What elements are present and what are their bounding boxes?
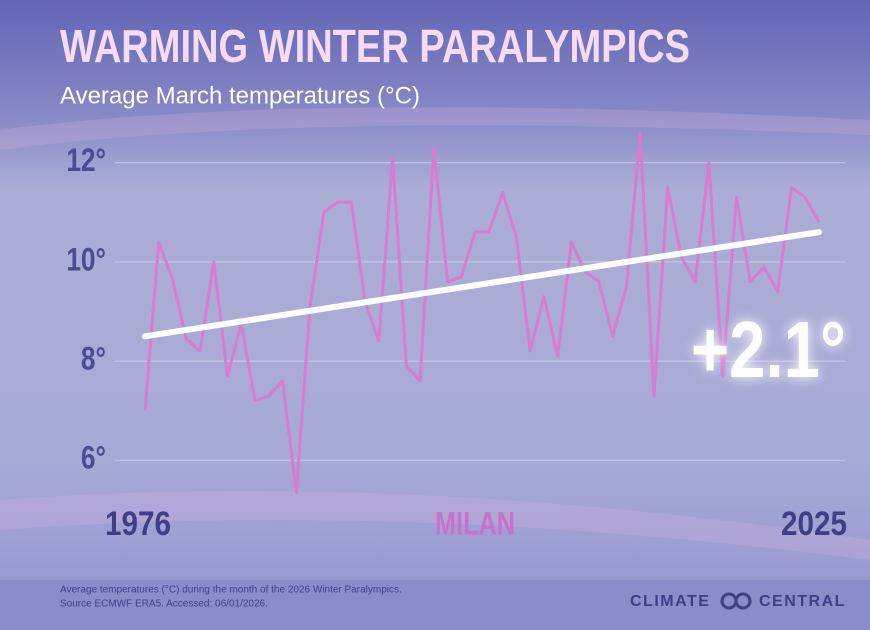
- y-tick-label: 10°: [66, 243, 106, 278]
- footer-note: Average temperatures (°C) during the mon…: [60, 585, 402, 596]
- y-tick-label: 6°: [81, 441, 106, 476]
- x-tick-label: 2025: [781, 505, 847, 543]
- chart-subtitle: Average March temperatures (°C): [60, 82, 420, 109]
- trend-label: +2.1°: [691, 305, 846, 394]
- trend-line: [142, 229, 822, 340]
- y-tick-label: 12°: [66, 144, 106, 179]
- footer-source: Source ECMWF ERA5. Accessed: 06/01/2026.: [60, 599, 268, 610]
- data-line: [143, 131, 821, 495]
- background-swoosh: [0, 107, 870, 150]
- location-label: MILAN: [435, 505, 515, 541]
- chart-title: WARMING WINTER PARALYMPICS: [60, 20, 690, 72]
- brand-logo: [720, 592, 752, 610]
- background-swoosh: [0, 491, 870, 560]
- brand-text: CENTRAL: [759, 593, 846, 610]
- x-tick-label: 1976: [105, 505, 171, 543]
- brand-text: CLIMATE: [630, 593, 710, 610]
- y-tick-label: 8°: [81, 342, 106, 377]
